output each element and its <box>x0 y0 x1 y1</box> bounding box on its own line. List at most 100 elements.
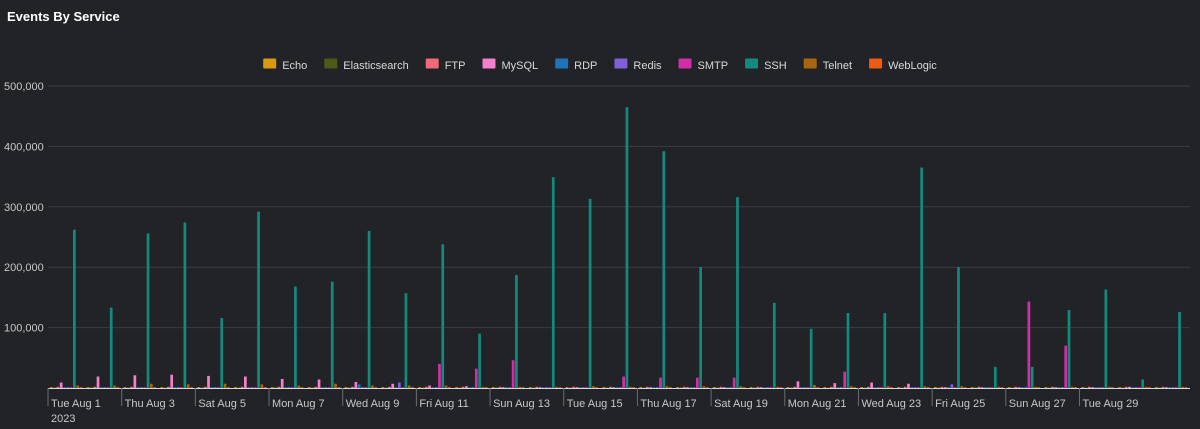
bar-elasticsearch <box>826 387 830 388</box>
bar-echo <box>565 387 569 388</box>
bar-ssh <box>625 107 629 388</box>
bar-echo <box>123 387 127 388</box>
bar-ssh <box>404 293 408 388</box>
bar-redis <box>1171 387 1175 388</box>
bar-rdp <box>63 387 66 388</box>
bar-telnet <box>555 386 558 388</box>
bar-smtp <box>1064 345 1068 388</box>
bar-elasticsearch <box>605 387 609 388</box>
bar-ftp <box>977 386 981 388</box>
bar-ftp <box>351 386 354 388</box>
bar-echo <box>197 387 200 388</box>
legend-item-smtp[interactable]: SMTP <box>678 58 729 73</box>
bar-elasticsearch <box>274 387 277 388</box>
bar-rdp <box>394 387 398 388</box>
bar-redis <box>692 387 696 388</box>
bar-elasticsearch <box>863 387 867 388</box>
bar-ftp <box>203 386 207 388</box>
bar-weblogic <box>1037 387 1041 388</box>
y-tick-label: 500,000 <box>4 81 44 93</box>
bar-weblogic <box>1111 387 1114 388</box>
bar-smtp <box>917 387 920 388</box>
bar-elasticsearch <box>753 387 756 388</box>
bar-echo <box>676 387 679 388</box>
x-tick-label: Sun Aug 13 <box>493 398 550 410</box>
bar-ssh <box>73 229 76 388</box>
legend-item-weblogic[interactable]: WebLogic <box>869 58 937 73</box>
bar-redis <box>103 387 106 388</box>
bar-rdp <box>1168 387 1171 388</box>
x-tick-label: Tue Aug 29 <box>1082 398 1138 410</box>
bar-rdp <box>652 387 656 388</box>
bar-mysql <box>980 387 984 388</box>
legend-item-mysql[interactable]: MySQL <box>482 58 538 73</box>
bar-ssh <box>920 167 924 388</box>
legend-swatch <box>614 58 628 69</box>
bar-telnet <box>813 384 816 388</box>
bar-weblogic <box>558 387 562 388</box>
bar-telnet <box>444 385 448 388</box>
bar-rdp <box>320 387 324 388</box>
bar-rdp <box>873 387 877 388</box>
bar-smtp <box>474 368 478 388</box>
bar-ftp <box>461 386 465 388</box>
legend-label: SSH <box>764 60 787 72</box>
bar-redis <box>140 387 143 388</box>
bar-echo <box>934 387 937 388</box>
bar-elasticsearch <box>347 387 351 388</box>
bar-smtp <box>106 387 110 388</box>
bar-telnet <box>1070 386 1074 388</box>
legend-item-redis[interactable]: Redis <box>614 58 662 73</box>
bar-ftp <box>1014 386 1018 388</box>
bar-smtp <box>843 371 847 388</box>
x-tick-label: Thu Aug 3 <box>125 398 175 410</box>
bar-ssh <box>809 328 813 388</box>
bar-ssh <box>846 313 850 388</box>
bar-mysql <box>612 387 616 388</box>
legend-item-elasticsearch[interactable]: Elasticsearch <box>324 58 409 73</box>
bar-rdp <box>357 384 361 388</box>
bar-smtp <box>290 387 294 388</box>
bar-weblogic <box>190 387 193 388</box>
bar-mysql <box>354 381 358 388</box>
bar-mysql <box>428 385 431 388</box>
bar-echo <box>1007 387 1011 388</box>
legend-label: FTP <box>445 60 466 72</box>
bar-telnet <box>1034 386 1037 388</box>
bar-elasticsearch <box>421 387 425 388</box>
bar-rdp <box>578 387 582 388</box>
bar-ssh <box>367 230 371 388</box>
legend-item-ftp[interactable]: FTP <box>425 58 466 73</box>
legend-item-ssh[interactable]: SSH <box>745 58 787 73</box>
bar-mysql <box>1128 386 1131 388</box>
bar-ssh <box>883 313 887 388</box>
legend-label: WebLogic <box>888 60 937 72</box>
bar-ssh <box>588 198 592 388</box>
bar-smtp <box>143 387 147 388</box>
bar-ftp <box>1088 386 1091 388</box>
bar-weblogic <box>153 387 156 388</box>
legend-swatch <box>869 58 883 69</box>
bar-ftp <box>424 386 428 388</box>
legend-item-rdp[interactable]: RDP <box>555 58 597 73</box>
bar-telnet <box>776 386 779 388</box>
legend-item-echo[interactable]: Echo <box>263 58 307 73</box>
bar-mysql <box>796 381 800 388</box>
bar-ssh <box>257 211 260 388</box>
bar-rdp <box>799 387 803 388</box>
bar-elasticsearch <box>532 387 535 388</box>
bar-weblogic <box>669 387 672 388</box>
bar-redis <box>176 387 180 388</box>
bar-ssh <box>220 317 224 388</box>
bar-mysql <box>1017 387 1021 388</box>
legend-item-telnet[interactable]: Telnet <box>803 58 852 73</box>
bar-rdp <box>1131 387 1135 388</box>
bar-smtp <box>695 377 699 388</box>
legend-swatch <box>745 58 759 69</box>
bar-ftp <box>1161 386 1165 388</box>
bar-telnet <box>886 386 890 388</box>
bar-elasticsearch <box>311 387 314 388</box>
x-tick-sublabel: 2023 <box>51 413 75 425</box>
bar-rdp <box>247 387 251 388</box>
bar-mysql <box>722 387 726 388</box>
